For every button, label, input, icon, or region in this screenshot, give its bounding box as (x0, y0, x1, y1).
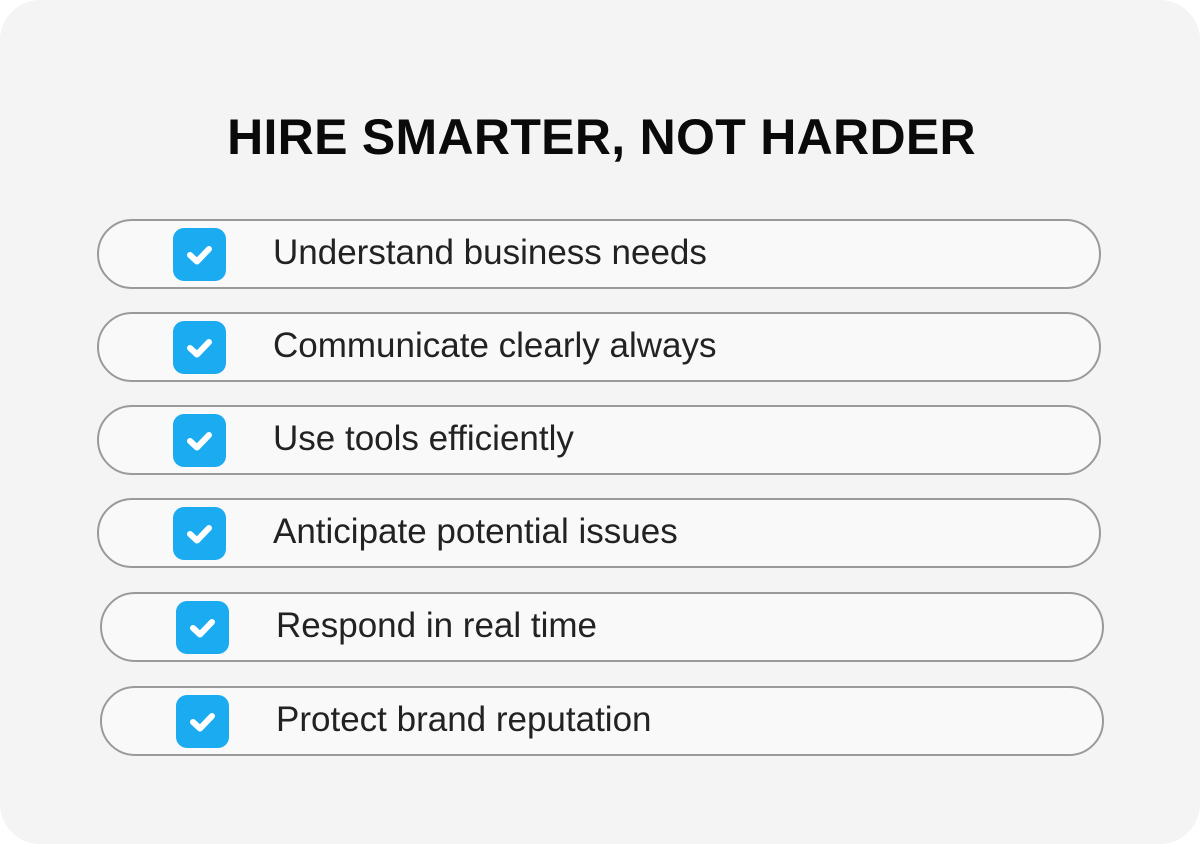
checkbox-checked-icon (176, 601, 229, 654)
checklist-item: Respond in real time (100, 592, 1104, 662)
checklist-item-label: Understand business needs (273, 233, 707, 272)
checklist-item-label: Protect brand reputation (276, 700, 652, 739)
checklist-item-label: Anticipate potential issues (273, 512, 678, 551)
checkbox-checked-icon (173, 321, 226, 374)
checklist-item: Communicate clearly always (97, 312, 1101, 382)
checklist-item: Anticipate potential issues (97, 498, 1101, 568)
checklist-item-label: Communicate clearly always (273, 326, 717, 365)
checkbox-checked-icon (173, 414, 226, 467)
checklist-item: Understand business needs (97, 219, 1101, 289)
checklist-item: Use tools efficiently (97, 405, 1101, 475)
checkbox-checked-icon (176, 695, 229, 748)
checklist-item-label: Respond in real time (276, 606, 597, 645)
checkbox-checked-icon (173, 228, 226, 281)
checklist-item: Protect brand reputation (100, 686, 1104, 756)
page-title: HIRE SMARTER, NOT HARDER (227, 109, 976, 165)
checkbox-checked-icon (173, 507, 226, 560)
checklist-item-label: Use tools efficiently (273, 419, 574, 458)
